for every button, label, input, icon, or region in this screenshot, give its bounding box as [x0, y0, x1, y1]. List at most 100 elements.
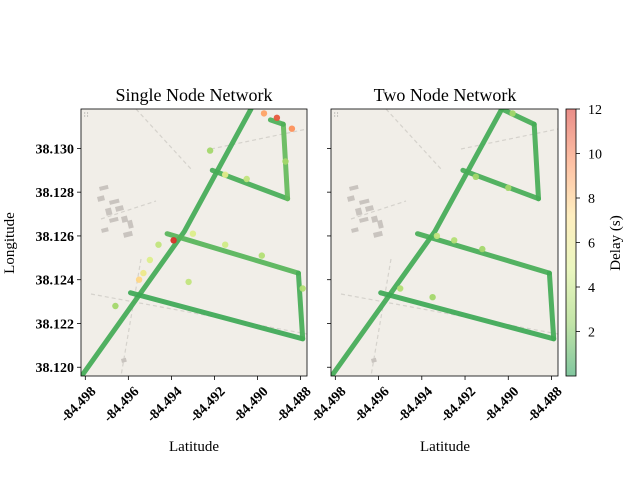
map-building — [377, 219, 384, 229]
delay-point — [135, 276, 143, 283]
map-building — [101, 227, 109, 233]
y-tick-label: 38.120 — [36, 361, 75, 376]
track-segment — [499, 109, 537, 127]
delay-point — [397, 285, 404, 292]
map-road — [370, 258, 392, 376]
map-building — [373, 230, 383, 238]
x-tick-label: -84.490 — [481, 384, 522, 425]
x-tick-label: -84.492 — [438, 384, 479, 425]
delay-point — [479, 245, 486, 253]
x-tick-label: -84.494 — [144, 384, 185, 425]
track-segment — [81, 109, 254, 376]
map-building — [109, 216, 119, 223]
delay-point — [433, 232, 441, 240]
x-tick-label: -84.494 — [395, 384, 436, 425]
colorbar-tick-label: 8 — [588, 192, 595, 207]
map-road — [340, 293, 558, 335]
x-tick-label: -84.490 — [230, 384, 271, 425]
map-road — [210, 128, 307, 150]
delay-point — [258, 252, 265, 259]
delay-point — [273, 114, 281, 122]
x-tick-label: -84.488 — [273, 384, 314, 425]
delay-point — [472, 173, 479, 180]
delay-point — [112, 302, 119, 310]
colorbar-label: Delay (s) — [608, 215, 624, 270]
colorbar-ticks: 2 4 6 8 10 12 — [576, 103, 602, 341]
track-segment — [164, 231, 301, 276]
map-building — [99, 184, 109, 191]
delay-point — [429, 294, 436, 301]
track-segment — [128, 290, 306, 342]
delay-point — [260, 110, 268, 117]
delay-point — [282, 158, 289, 165]
map-building — [122, 230, 133, 238]
map-road — [100, 200, 157, 220]
panel-single-node: ∷ Single Node Network -84.498 -84.496 -84.… — [2, 85, 315, 455]
delay-point — [189, 230, 197, 237]
x-tick-label: -84.488 — [524, 384, 565, 425]
panel-title: Two Node Network — [374, 85, 517, 105]
delay-point — [451, 237, 458, 244]
map-building — [126, 219, 134, 229]
map-building — [365, 205, 374, 212]
y-axis: 38.120 38.122 38.124 38.126 38.128 38.130 — [36, 142, 81, 376]
y-tick-label: 38.128 — [36, 186, 75, 201]
map-building — [347, 195, 356, 202]
delay-point — [299, 285, 306, 292]
map-features: ∷ — [84, 109, 307, 376]
y-tick-label: 38.126 — [36, 230, 75, 245]
track-layer — [331, 109, 557, 376]
map-building — [359, 216, 369, 223]
x-axis: -84.498 -84.496 -84.494 -84.492 -84.490 -84.4… — [308, 376, 566, 426]
axes-frame — [330, 108, 559, 377]
x-tick-label: -84.496 — [351, 384, 392, 425]
y-tick-label: 38.124 — [36, 274, 75, 289]
map-building — [114, 205, 124, 212]
map-building — [370, 357, 377, 363]
x-axis-label: Latitude — [420, 439, 470, 455]
map-features: ∷ — [334, 109, 558, 376]
delay-point — [288, 125, 296, 132]
track-segment — [331, 109, 505, 376]
x-tick-label: -84.498 — [308, 384, 349, 425]
map-building — [355, 207, 363, 216]
y-tick-label: 38.130 — [36, 142, 75, 157]
map-grid-icon: ∷ — [84, 111, 89, 119]
colorbar-tick-label: 10 — [588, 148, 602, 163]
colorbar-tick-label: 6 — [588, 237, 595, 252]
map-building — [351, 227, 359, 233]
colorbar-tick-label: 4 — [588, 281, 595, 296]
track-segment — [295, 270, 306, 342]
map-building — [371, 215, 379, 223]
delay-point — [509, 110, 516, 117]
delay-point — [222, 171, 229, 178]
colorbar-gradient — [566, 109, 576, 376]
x-axis-label: Latitude — [169, 439, 219, 455]
map-road — [120, 258, 142, 376]
map-building — [358, 198, 370, 205]
axes-frame — [80, 108, 308, 377]
y-axis — [327, 147, 331, 368]
x-tick-label: -84.492 — [187, 384, 228, 425]
panel-title: Single Node Network — [116, 85, 273, 105]
x-axis: -84.498 -84.496 -84.494 -84.492 -84.490 -84.4… — [58, 376, 315, 426]
track-segment — [531, 121, 541, 202]
delay-point — [185, 278, 192, 286]
delay-point — [170, 237, 177, 244]
track-layer — [81, 109, 306, 376]
map-road — [90, 293, 307, 335]
track-segment — [546, 270, 557, 342]
colorbar: 2 4 6 8 10 12 Delay (s) — [565, 103, 624, 377]
y-tick-label: 38.122 — [36, 317, 75, 332]
map-building — [121, 357, 127, 363]
map-road — [350, 200, 407, 220]
track-segment — [267, 117, 286, 127]
delay-point — [222, 241, 229, 248]
map-building — [120, 215, 129, 223]
delay-point — [206, 147, 214, 154]
delay-point — [146, 256, 154, 264]
delay-point — [140, 269, 147, 277]
x-tick-label: -84.496 — [101, 384, 142, 425]
delay-point — [243, 175, 250, 183]
